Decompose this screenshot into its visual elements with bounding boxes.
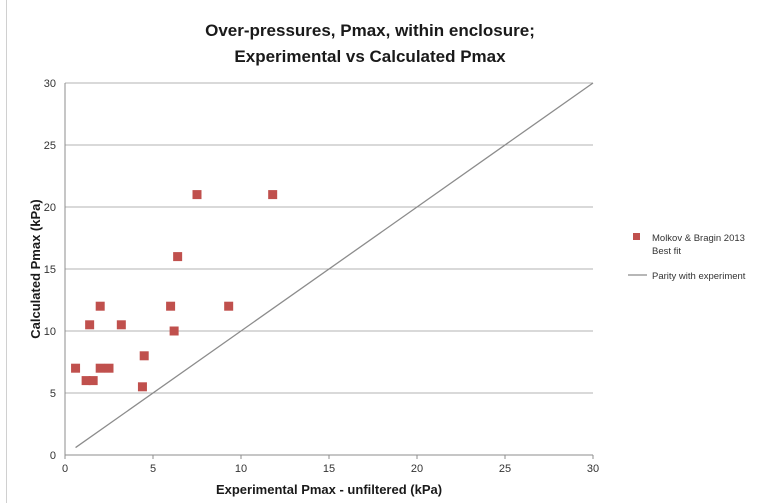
x-tick-label-30: 30 (587, 463, 599, 475)
data-point-16 (268, 190, 278, 200)
data-point-7 (95, 301, 105, 311)
x-tick-label-0: 0 (62, 463, 68, 475)
chart-title-line-1: Over-pressures, Pmax, within enclosure; (205, 21, 535, 40)
data-point-1 (71, 363, 81, 373)
legend-label-1-line-1: Molkov & Bragin 2013 (652, 233, 745, 244)
left-border (6, 0, 7, 503)
y-tick-label-20: 20 (44, 202, 56, 214)
y-tick-label-15: 15 (44, 264, 56, 276)
data-point-13 (173, 252, 183, 262)
x-tick-label-10: 10 (235, 463, 247, 475)
x-tick-label-5: 5 (150, 463, 156, 475)
legend-swatch-best-fit (633, 233, 640, 240)
data-point-6 (104, 363, 114, 373)
y-axis-title: Calculated Pmax (kPa) (28, 199, 43, 338)
data-point-9 (137, 382, 147, 392)
data-point-15 (224, 301, 234, 311)
data-point-5 (95, 363, 105, 373)
legend-label-1-line-2: Best fit (652, 246, 681, 257)
x-tick-label-15: 15 (323, 463, 335, 475)
x-tick-label-25: 25 (499, 463, 511, 475)
y-tick-label-0: 0 (50, 450, 56, 462)
series-line-parity (75, 82, 594, 449)
data-point-11 (166, 301, 176, 311)
legend-label-2-line-1: Parity with experiment (652, 271, 746, 282)
chart-title-line-2: Experimental vs Calculated Pmax (234, 47, 506, 66)
data-point-3 (88, 376, 98, 386)
data-point-4 (85, 320, 95, 330)
data-point-14 (192, 190, 202, 200)
data-point-8 (116, 320, 126, 330)
y-tick-label-25: 25 (44, 140, 56, 152)
chart-title: Over-pressures, Pmax, within enclosure; … (40, 18, 757, 70)
data-point-10 (139, 351, 149, 361)
data-point-12 (169, 326, 179, 336)
x-axis-title: Experimental Pmax - unfiltered (kPa) (216, 482, 442, 497)
x-tick-label-20: 20 (411, 463, 423, 475)
data-point-2 (81, 376, 91, 386)
y-tick-label-30: 30 (44, 78, 56, 90)
y-tick-label-10: 10 (44, 326, 56, 338)
y-tick-label-5: 5 (50, 388, 56, 400)
